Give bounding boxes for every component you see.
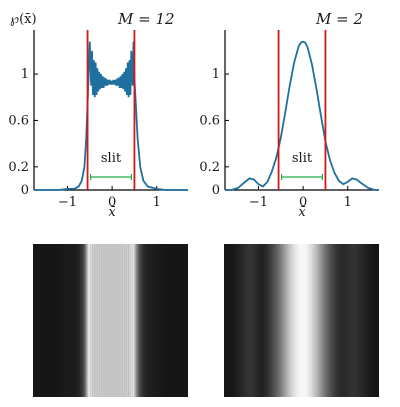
y-tick-label: 0.6 <box>8 113 29 128</box>
chart-right-m2: M = 2 −1 0 1 0 0.2 0.6 1 x̄ slit <box>199 10 379 220</box>
y-axis-label: ℘(x̄) <box>10 12 37 27</box>
intensity-image-left <box>33 244 188 397</box>
y-tick-label: 0.2 <box>199 160 220 175</box>
x-tick-label: −1 <box>249 195 268 210</box>
y-tick-label: 1 <box>212 67 220 82</box>
slit-label: slit <box>292 151 313 166</box>
probability-curve <box>34 41 188 191</box>
y-tick-label: 0 <box>21 183 29 198</box>
chart-title-right: M = 2 <box>315 10 363 28</box>
probability-curve <box>225 40 379 191</box>
y-tick-label: 1 <box>21 67 29 82</box>
chart-title-left: M = 12 <box>117 10 175 28</box>
x-tick-label: 0 <box>299 195 307 210</box>
x-tick-label: 1 <box>153 195 161 210</box>
x-tick-label: 0 <box>108 195 116 210</box>
y-tick-label: 0.2 <box>8 160 29 175</box>
chart-left-m12: ℘(x̄) M = 12 −1 0 1 0 0.2 0.6 1 x̄ slit <box>8 10 188 220</box>
x-tick-label: −1 <box>58 195 77 210</box>
intensity-image-right <box>224 244 379 397</box>
slit-label: slit <box>101 151 122 166</box>
x-tick-label: 1 <box>344 195 352 210</box>
y-tick-label: 0.6 <box>199 113 220 128</box>
y-tick-label: 0 <box>212 183 220 198</box>
x-axis-label: x̄ <box>298 205 306 220</box>
x-axis-label: x̄ <box>108 205 116 220</box>
